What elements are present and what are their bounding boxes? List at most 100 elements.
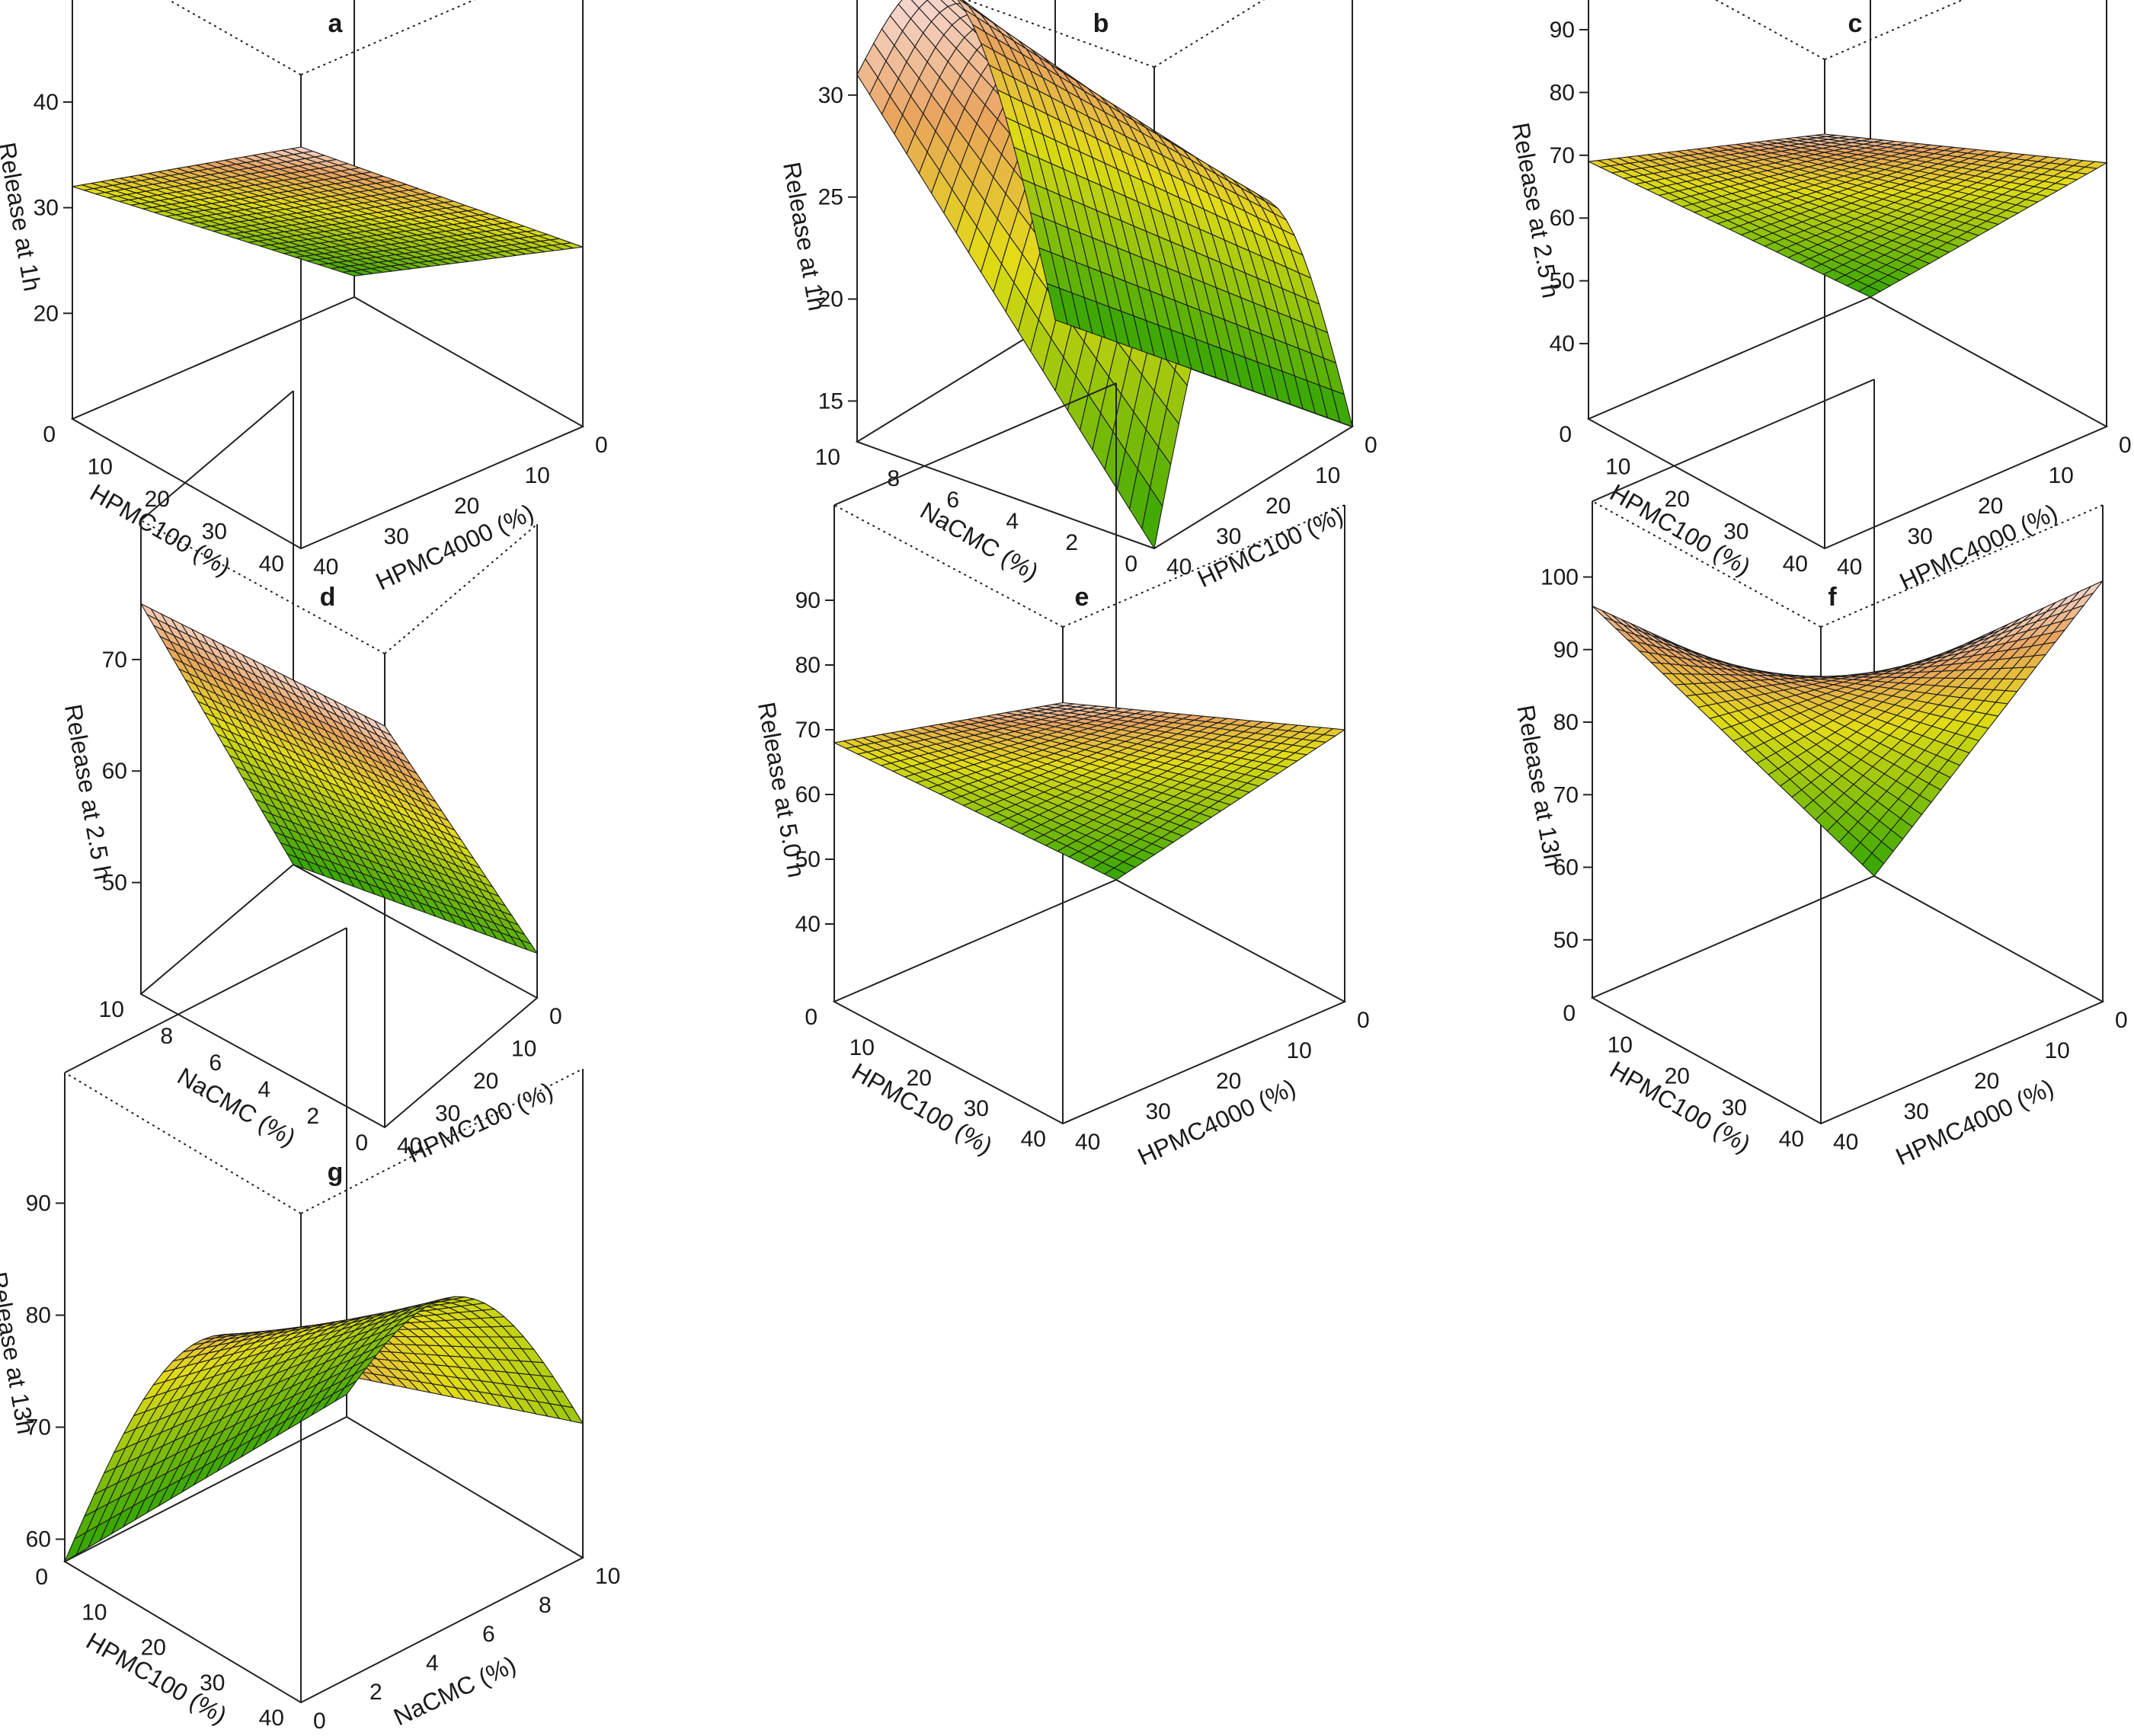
z-tick-label: 20 xyxy=(34,301,59,326)
y-tick-label: 10 xyxy=(2045,1038,2070,1063)
x-tick-label: 0 xyxy=(1563,1001,1576,1026)
surface-cell xyxy=(926,0,949,14)
panel-title: c xyxy=(1848,9,1863,38)
y-tick-label: 6 xyxy=(482,1622,495,1647)
y-tick-label: 40 xyxy=(397,1133,422,1159)
y-tick-label: 0 xyxy=(313,1709,326,1734)
y-tick-label: 20 xyxy=(1216,1069,1241,1094)
y-tick-label: 10 xyxy=(1287,1038,1312,1063)
x-tick-label: 40 xyxy=(1021,1127,1046,1152)
y-tick-label: 4 xyxy=(426,1651,439,1676)
x-tick-label: 10 xyxy=(1605,455,1630,480)
x-tick-label: 2 xyxy=(1065,530,1078,555)
x-tick-label: 0 xyxy=(805,1005,817,1030)
z-axis-label: Release at 1h xyxy=(778,160,831,313)
x-tick-label: 40 xyxy=(1783,551,1808,577)
x-tick-label: 10 xyxy=(88,455,113,480)
z-tick-label: 90 xyxy=(26,1191,51,1216)
y-tick-label: 0 xyxy=(2115,1008,2128,1033)
y-tick-label: 40 xyxy=(1833,1130,1858,1155)
z-tick-label: 80 xyxy=(795,653,821,678)
z-axis-label: Release at 13h xyxy=(0,1270,40,1436)
z-tick-label: 60 xyxy=(102,759,127,784)
z-tick-label: 60 xyxy=(26,1527,51,1552)
y-tick-label: 10 xyxy=(511,1037,536,1062)
y-tick-label: 30 xyxy=(1216,524,1241,549)
y-tick-label: 0 xyxy=(1357,1008,1370,1033)
x-tick-label: 0 xyxy=(43,422,56,447)
box-edge-hidden xyxy=(167,0,302,76)
box-edge xyxy=(1592,379,1875,502)
panel-title: f xyxy=(1828,583,1837,612)
x-tick-label: 10 xyxy=(99,997,124,1022)
box-edge-hidden xyxy=(1824,0,1965,60)
y-tick-label: 20 xyxy=(1978,494,2003,519)
y-tick-label: 2 xyxy=(370,1680,382,1705)
z-tick-label: 80 xyxy=(1553,710,1579,735)
box-edge-hidden xyxy=(300,0,476,76)
x-tick-label: 4 xyxy=(258,1077,270,1102)
y-tick-label: 30 xyxy=(1904,1099,1929,1124)
surface-cell xyxy=(940,0,958,8)
z-tick-label: 60 xyxy=(795,782,821,807)
y-tick-label: 0 xyxy=(2119,433,2132,458)
y-tick-label: 30 xyxy=(1146,1099,1171,1124)
z-tick-label: 40 xyxy=(1550,331,1575,356)
y-tick-label: 10 xyxy=(525,463,550,488)
box-edge-hidden xyxy=(1153,0,1265,68)
y-tick-label: 20 xyxy=(1265,494,1291,519)
panel-title: e xyxy=(1075,583,1089,612)
y-tick-label: 40 xyxy=(1166,555,1192,580)
z-tick-label: 30 xyxy=(34,196,59,221)
x-tick-label: 8 xyxy=(160,1024,173,1049)
z-tick-label: 70 xyxy=(102,647,127,673)
panel-title: a xyxy=(328,9,344,38)
y-tick-label: 20 xyxy=(1974,1069,1999,1094)
surface-mesh xyxy=(72,146,584,277)
z-tick-label: 80 xyxy=(26,1303,51,1328)
x-tick-label: 0 xyxy=(355,1130,368,1156)
x-tick-label: 10 xyxy=(1608,1032,1633,1057)
panel-a xyxy=(63,0,585,550)
z-tick-label: 15 xyxy=(818,388,843,414)
x-tick-label: 20 xyxy=(1665,487,1690,512)
surface-cell xyxy=(1592,606,1614,622)
y-tick-label: 30 xyxy=(435,1101,460,1127)
x-tick-label: 4 xyxy=(1006,509,1019,534)
x-tick-label: 30 xyxy=(964,1096,989,1121)
panel-d xyxy=(132,390,539,1129)
x-tick-label: 30 xyxy=(1723,520,1748,545)
y-tick-label: 10 xyxy=(1315,463,1340,488)
box-edge-hidden xyxy=(833,504,1064,628)
y-tick-label: 40 xyxy=(313,555,338,580)
panel-f xyxy=(1583,379,2105,1125)
surface-cell xyxy=(1857,285,1882,298)
y-tick-label: 30 xyxy=(384,524,409,549)
z-tick-label: 50 xyxy=(1553,928,1579,953)
y-axis-label: NaCMC (%) xyxy=(389,1651,520,1731)
box-edge-hidden xyxy=(384,523,538,654)
x-tick-label: 10 xyxy=(815,445,840,470)
x-tick-label: 0 xyxy=(1125,551,1137,577)
panel-title: g xyxy=(328,1158,344,1187)
x-tick-label: 6 xyxy=(209,1050,222,1076)
panel-title: d xyxy=(320,583,336,612)
panel-title: b xyxy=(1093,9,1109,38)
y-tick-label: 40 xyxy=(1075,1130,1100,1155)
box-edge-hidden xyxy=(1062,504,1345,628)
panel-b xyxy=(848,0,1355,550)
y-tick-label: 20 xyxy=(473,1069,498,1094)
z-axis-label: Release at 2.5 h xyxy=(59,702,117,882)
y-tick-label: 0 xyxy=(1365,433,1377,458)
panel-c xyxy=(1579,0,2109,550)
x-tick-label: 10 xyxy=(82,1600,107,1625)
y-tick-label: 0 xyxy=(595,433,608,458)
z-tick-label: 50 xyxy=(1550,269,1575,294)
z-tick-label: 50 xyxy=(102,871,127,896)
x-axis-label: NaCMC (%) xyxy=(173,1062,300,1151)
z-tick-label: 30 xyxy=(818,83,843,108)
box-edge xyxy=(833,382,1117,506)
y-tick-label: 20 xyxy=(454,494,479,519)
z-tick-label: 70 xyxy=(795,718,821,743)
